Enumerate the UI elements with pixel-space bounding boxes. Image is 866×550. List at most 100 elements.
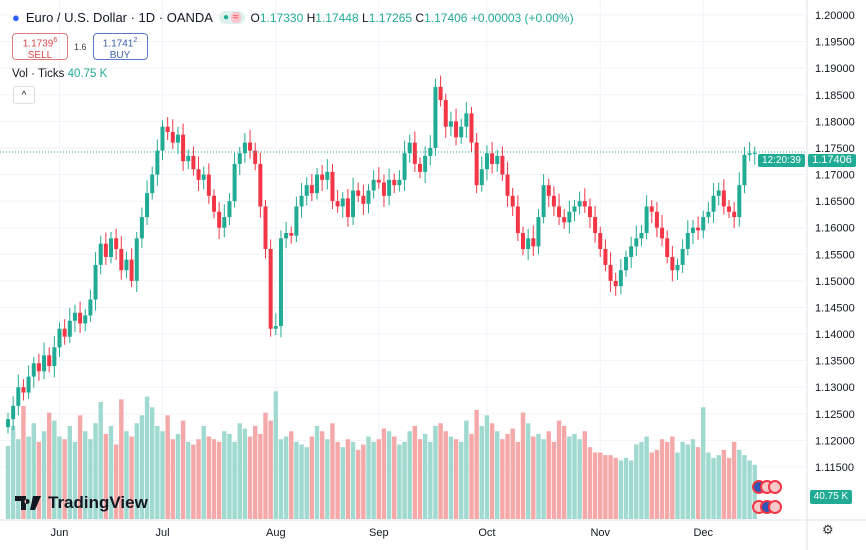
candle-body [706, 211, 711, 218]
event-icon[interactable] [768, 480, 782, 494]
candle-body [412, 142, 417, 164]
volume-bar [562, 425, 567, 519]
candle-body [629, 246, 634, 257]
time-tick-label: Oct [478, 527, 495, 539]
volume-bar [36, 441, 42, 519]
volume-bar [742, 455, 747, 519]
candle-body [371, 179, 376, 191]
volume-bar [572, 433, 577, 519]
candle-body [351, 190, 356, 218]
candle-body [124, 259, 129, 271]
candle-body [732, 211, 737, 218]
last-price-label: 1.17406 [808, 154, 856, 167]
candle-body [696, 227, 701, 231]
volume-bar [289, 431, 294, 519]
candle-body [57, 328, 62, 348]
buy-button[interactable]: 1.17412 BUY [92, 33, 148, 61]
volume-bar [242, 428, 248, 519]
candle-body [505, 174, 510, 196]
candle-body [711, 195, 716, 212]
volume-bar [88, 439, 93, 519]
candle-body [366, 190, 371, 204]
candle-body [242, 142, 247, 154]
candle-body [670, 256, 675, 271]
candle-body [402, 153, 407, 180]
candle-body [11, 405, 16, 420]
volume-bar [216, 441, 222, 519]
candle-body [495, 155, 500, 164]
volume-legend[interactable]: Vol · Ticks 40.75 K [12, 68, 108, 80]
settings-icon[interactable]: ⚙ [822, 522, 834, 537]
volume-bar [139, 415, 145, 519]
price-tick-label: 1.19000 [815, 63, 855, 75]
volume-bar [258, 433, 263, 519]
status-badges[interactable]: ● ≈ [218, 11, 245, 24]
volume-bar [680, 441, 685, 519]
candle-body [284, 233, 289, 239]
candle-body [428, 147, 433, 156]
volume-bar [525, 423, 531, 519]
candle-body [634, 238, 639, 247]
candle-body [407, 142, 412, 154]
price-tick-label: 1.14000 [815, 329, 855, 341]
candle-body [83, 315, 88, 324]
volume-bar [541, 439, 546, 519]
volume-bar [407, 431, 412, 519]
volume-bar [510, 428, 515, 519]
volume-bar [489, 423, 495, 519]
volume-price-label: 40.75 K [810, 490, 852, 504]
candle-body [268, 248, 273, 329]
sell-button[interactable]: 1.17396 SELL [12, 33, 68, 61]
volume-bar [381, 428, 387, 519]
price-tick-label: 1.12500 [815, 409, 855, 421]
volume-bar [701, 407, 706, 519]
market-open-icon: ● [222, 12, 230, 23]
time-axis[interactable]: Jun Jul Aug Sep Oct Nov Dec [51, 527, 714, 539]
candle-body [222, 217, 227, 228]
price-tick-label: 1.15500 [815, 249, 855, 261]
volume-bar [47, 412, 52, 519]
candle-body [515, 206, 520, 234]
volume-bar [26, 436, 31, 519]
event-icon[interactable] [768, 500, 782, 514]
candle-body [587, 206, 592, 218]
volume-bar [113, 444, 119, 519]
candle-body [423, 155, 428, 172]
volume-bar [618, 460, 624, 519]
candle-body [526, 238, 531, 249]
tradingview-logo[interactable]: TradingView [15, 493, 148, 513]
price-axis[interactable]: 1.20000 1.19500 1.19000 1.18500 1.18000 1.175… [815, 10, 855, 474]
volume-bar [98, 401, 103, 519]
collapse-legend-button[interactable]: ^ [13, 86, 35, 104]
candle-body [160, 126, 165, 151]
price-tick-label: 1.14500 [815, 302, 855, 314]
volume-bar [21, 405, 26, 519]
candle-body [109, 238, 113, 257]
volume-bar [536, 433, 541, 519]
volume-bar [52, 420, 57, 519]
candle-body [680, 248, 685, 265]
volume-bar [443, 431, 448, 519]
volume-bar [206, 436, 212, 519]
candle-body [531, 238, 536, 247]
price-tick-label: 1.18000 [815, 116, 855, 128]
symbol-title[interactable]: Euro / U.S. Dollar · 1D · OANDA [25, 10, 213, 25]
candle-body [613, 280, 618, 287]
time-tick-label: Dec [693, 527, 713, 539]
volume-bar [201, 425, 206, 519]
candle-body [654, 211, 659, 228]
candle-body [474, 142, 479, 186]
volume-bar [237, 423, 242, 519]
candle-body [21, 387, 26, 393]
volume-bar [222, 431, 227, 519]
candle-body [454, 121, 459, 138]
volume-bar [392, 436, 397, 519]
volume-bars [5, 391, 757, 519]
volume-bar [649, 452, 654, 519]
price-tick-label: 1.19500 [815, 37, 855, 49]
volume-bar [402, 441, 407, 519]
candle-body [752, 152, 757, 154]
chart-legend: ● Euro / U.S. Dollar · 1D · OANDA ● ≈ O1.… [12, 10, 574, 25]
volume-bar [150, 407, 155, 519]
